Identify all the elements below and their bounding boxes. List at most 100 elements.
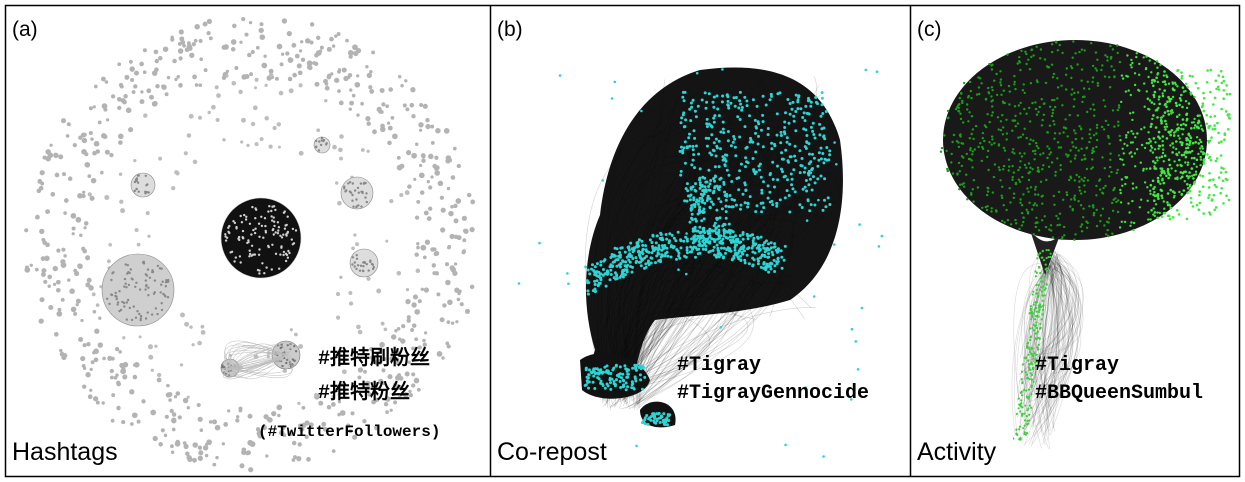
node <box>761 145 765 149</box>
node <box>244 218 248 221</box>
node <box>1125 176 1129 179</box>
node <box>85 372 91 378</box>
node <box>452 146 457 151</box>
node <box>390 115 395 120</box>
edge <box>1022 266 1059 394</box>
node <box>1083 190 1087 193</box>
node <box>704 237 708 241</box>
node <box>163 433 168 438</box>
node <box>208 420 213 424</box>
node <box>1031 314 1034 317</box>
node <box>1015 432 1018 435</box>
node <box>1182 189 1186 192</box>
node <box>1080 192 1083 195</box>
node <box>776 178 780 182</box>
node <box>288 88 294 94</box>
node <box>969 147 972 150</box>
node <box>1043 288 1046 291</box>
node <box>690 163 694 167</box>
node <box>983 124 987 127</box>
node <box>655 254 659 258</box>
node <box>1187 133 1190 136</box>
node <box>450 175 456 180</box>
node <box>1000 194 1003 197</box>
node <box>360 148 365 152</box>
node <box>255 45 260 50</box>
edge <box>1043 261 1055 409</box>
node <box>685 239 689 243</box>
node <box>1030 373 1034 377</box>
node <box>149 94 154 100</box>
node <box>238 238 241 242</box>
node <box>348 301 354 306</box>
node <box>99 285 103 289</box>
node <box>726 236 730 240</box>
node <box>727 205 731 209</box>
node <box>1083 158 1086 161</box>
node <box>688 250 692 254</box>
node <box>962 185 966 188</box>
node <box>986 190 990 193</box>
node <box>261 424 267 431</box>
node <box>719 147 722 151</box>
node <box>1076 63 1079 66</box>
node <box>1034 101 1037 104</box>
node <box>404 371 410 377</box>
node <box>1042 152 1045 155</box>
node <box>381 368 386 373</box>
node <box>817 198 820 202</box>
node <box>1039 180 1043 183</box>
node <box>456 297 461 302</box>
node <box>273 224 276 228</box>
node <box>445 341 450 346</box>
node <box>254 142 259 147</box>
node <box>86 277 92 283</box>
node <box>734 154 738 158</box>
node <box>1025 136 1028 140</box>
node <box>1148 137 1151 141</box>
node <box>760 210 764 214</box>
node <box>1014 218 1017 222</box>
edge <box>229 344 287 369</box>
node <box>587 386 590 390</box>
node <box>306 457 311 462</box>
node <box>351 246 355 251</box>
node <box>1042 304 1045 307</box>
node <box>1037 229 1041 232</box>
node <box>454 287 460 293</box>
node <box>961 101 964 105</box>
node <box>124 282 127 285</box>
node <box>807 169 811 173</box>
node <box>599 379 603 383</box>
node <box>1042 113 1046 117</box>
node <box>1156 211 1159 214</box>
node <box>698 225 702 229</box>
node <box>405 107 410 112</box>
node <box>1220 187 1223 190</box>
node <box>746 201 750 205</box>
edge <box>1023 258 1074 425</box>
node <box>339 275 343 280</box>
node <box>248 467 254 473</box>
node <box>999 84 1003 87</box>
node <box>414 215 420 220</box>
node <box>631 257 635 260</box>
node <box>664 418 668 421</box>
node <box>1076 114 1080 117</box>
node <box>1082 179 1085 183</box>
edge <box>1024 262 1057 446</box>
node <box>703 176 707 180</box>
node <box>1188 171 1191 174</box>
node <box>751 239 755 243</box>
node <box>362 269 365 273</box>
node <box>1161 196 1164 200</box>
node <box>966 96 970 99</box>
node <box>713 114 717 118</box>
node <box>1166 100 1169 103</box>
node <box>1024 433 1027 436</box>
node <box>1061 236 1064 239</box>
node <box>692 235 696 239</box>
node <box>114 291 117 295</box>
node <box>1157 147 1160 150</box>
node <box>995 72 998 76</box>
